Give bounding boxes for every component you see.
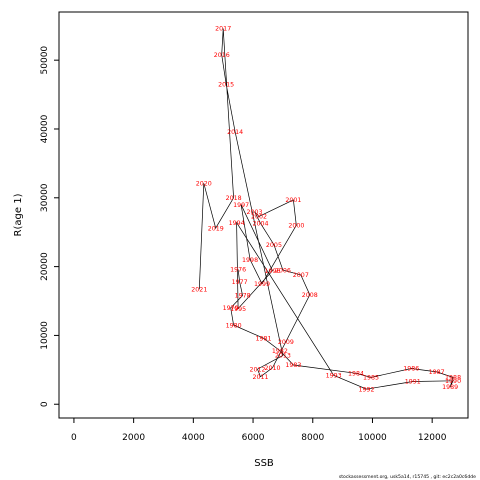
year-label-1994: 1994 bbox=[229, 220, 245, 227]
x-axis-title: SSB bbox=[254, 458, 274, 469]
year-label-1979: 1979 bbox=[223, 305, 239, 312]
year-label-2009: 2009 bbox=[278, 339, 294, 346]
year-label-1980: 1980 bbox=[226, 322, 242, 329]
y-axis-title: R(age 1) bbox=[13, 193, 24, 236]
year-label-1990: 1990 bbox=[445, 378, 461, 385]
year-label-1983: 1983 bbox=[285, 362, 301, 369]
year-label-2018: 2018 bbox=[226, 195, 242, 202]
year-label-2001: 2001 bbox=[285, 197, 301, 204]
x-tick-label: 8000 bbox=[301, 433, 324, 443]
year-label-2015: 2015 bbox=[218, 81, 234, 88]
year-label-1987: 1987 bbox=[429, 369, 445, 376]
year-label-1976: 1976 bbox=[230, 267, 246, 274]
x-tick-label: 2000 bbox=[122, 433, 145, 443]
year-label-1977: 1977 bbox=[232, 279, 248, 286]
y-tick-label: 30000 bbox=[40, 183, 50, 212]
year-label-1997: 1997 bbox=[233, 202, 249, 209]
x-tick-label: 4000 bbox=[182, 433, 205, 443]
footer-note: stockassessment.org, usk5a14, r15745 , g… bbox=[339, 474, 476, 480]
year-label-1981: 1981 bbox=[255, 335, 271, 342]
year-label-2008: 2008 bbox=[302, 292, 318, 299]
x-tick-label: 12000 bbox=[418, 433, 447, 443]
year-label-2004: 2004 bbox=[252, 220, 268, 227]
year-label-1999: 1999 bbox=[254, 281, 270, 288]
y-tick-label: 50000 bbox=[40, 46, 50, 75]
year-label-1995: 1995 bbox=[230, 306, 246, 313]
year-label-1996: 1996 bbox=[264, 268, 280, 275]
year-label-2016: 2016 bbox=[214, 52, 230, 59]
y-tick-label: 10000 bbox=[40, 321, 50, 350]
x-tick-label: 10000 bbox=[358, 433, 387, 443]
year-label-1982: 1982 bbox=[272, 348, 288, 355]
year-label-2017: 2017 bbox=[215, 26, 231, 33]
year-label-1998: 1998 bbox=[242, 257, 258, 264]
x-tick-label: 0 bbox=[71, 433, 77, 443]
y-tick-label: 40000 bbox=[40, 114, 50, 143]
year-label-2012: 2012 bbox=[250, 366, 266, 373]
year-label-1989: 1989 bbox=[442, 384, 458, 391]
plot-frame bbox=[58, 11, 469, 419]
x-tick-label: 6000 bbox=[242, 433, 265, 443]
year-label-1984: 1984 bbox=[348, 370, 364, 377]
year-label-2013: 2013 bbox=[275, 353, 291, 360]
year-label-1988: 1988 bbox=[445, 375, 461, 382]
year-label-1985: 1985 bbox=[363, 375, 379, 382]
year-label-2000: 2000 bbox=[288, 223, 304, 230]
year-label-2010: 2010 bbox=[264, 365, 280, 372]
y-axis: 0 10000 20000 30000 40000 50000 bbox=[40, 46, 59, 407]
year-label-2006: 2006 bbox=[275, 267, 291, 274]
recruitment-trajectory-line bbox=[198, 28, 454, 390]
year-label-2003: 2003 bbox=[247, 209, 263, 216]
year-label-1991: 1991 bbox=[405, 379, 421, 386]
year-label-1992: 1992 bbox=[358, 386, 374, 393]
year-label-2021: 2021 bbox=[191, 287, 207, 294]
x-axis: 0 2000 4000 6000 8000 10000 12000 bbox=[71, 418, 447, 443]
year-label-1986: 1986 bbox=[403, 366, 419, 373]
year-label-1978: 1978 bbox=[235, 293, 251, 300]
year-label-2014: 2014 bbox=[227, 129, 243, 136]
year-label-2011: 2011 bbox=[252, 374, 268, 381]
year-label-2002: 2002 bbox=[251, 214, 267, 221]
y-tick-label: 0 bbox=[40, 401, 50, 407]
year-label-1993: 1993 bbox=[326, 373, 342, 380]
year-label-2019: 2019 bbox=[208, 225, 224, 232]
year-label-2005: 2005 bbox=[266, 242, 282, 249]
year-label-2007: 2007 bbox=[293, 272, 309, 279]
year-label-2020: 2020 bbox=[196, 181, 212, 188]
y-tick-label: 20000 bbox=[40, 252, 50, 281]
